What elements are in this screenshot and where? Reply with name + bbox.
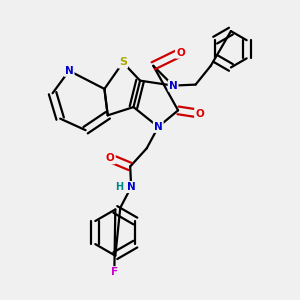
Text: N: N	[127, 182, 136, 192]
Text: O: O	[106, 153, 115, 163]
Text: N: N	[65, 66, 74, 76]
Text: O: O	[195, 109, 204, 119]
Text: N: N	[169, 81, 178, 91]
Text: N: N	[154, 122, 163, 132]
Text: S: S	[119, 58, 127, 68]
Text: O: O	[176, 48, 185, 58]
Text: F: F	[111, 267, 118, 277]
Text: H: H	[115, 182, 123, 192]
